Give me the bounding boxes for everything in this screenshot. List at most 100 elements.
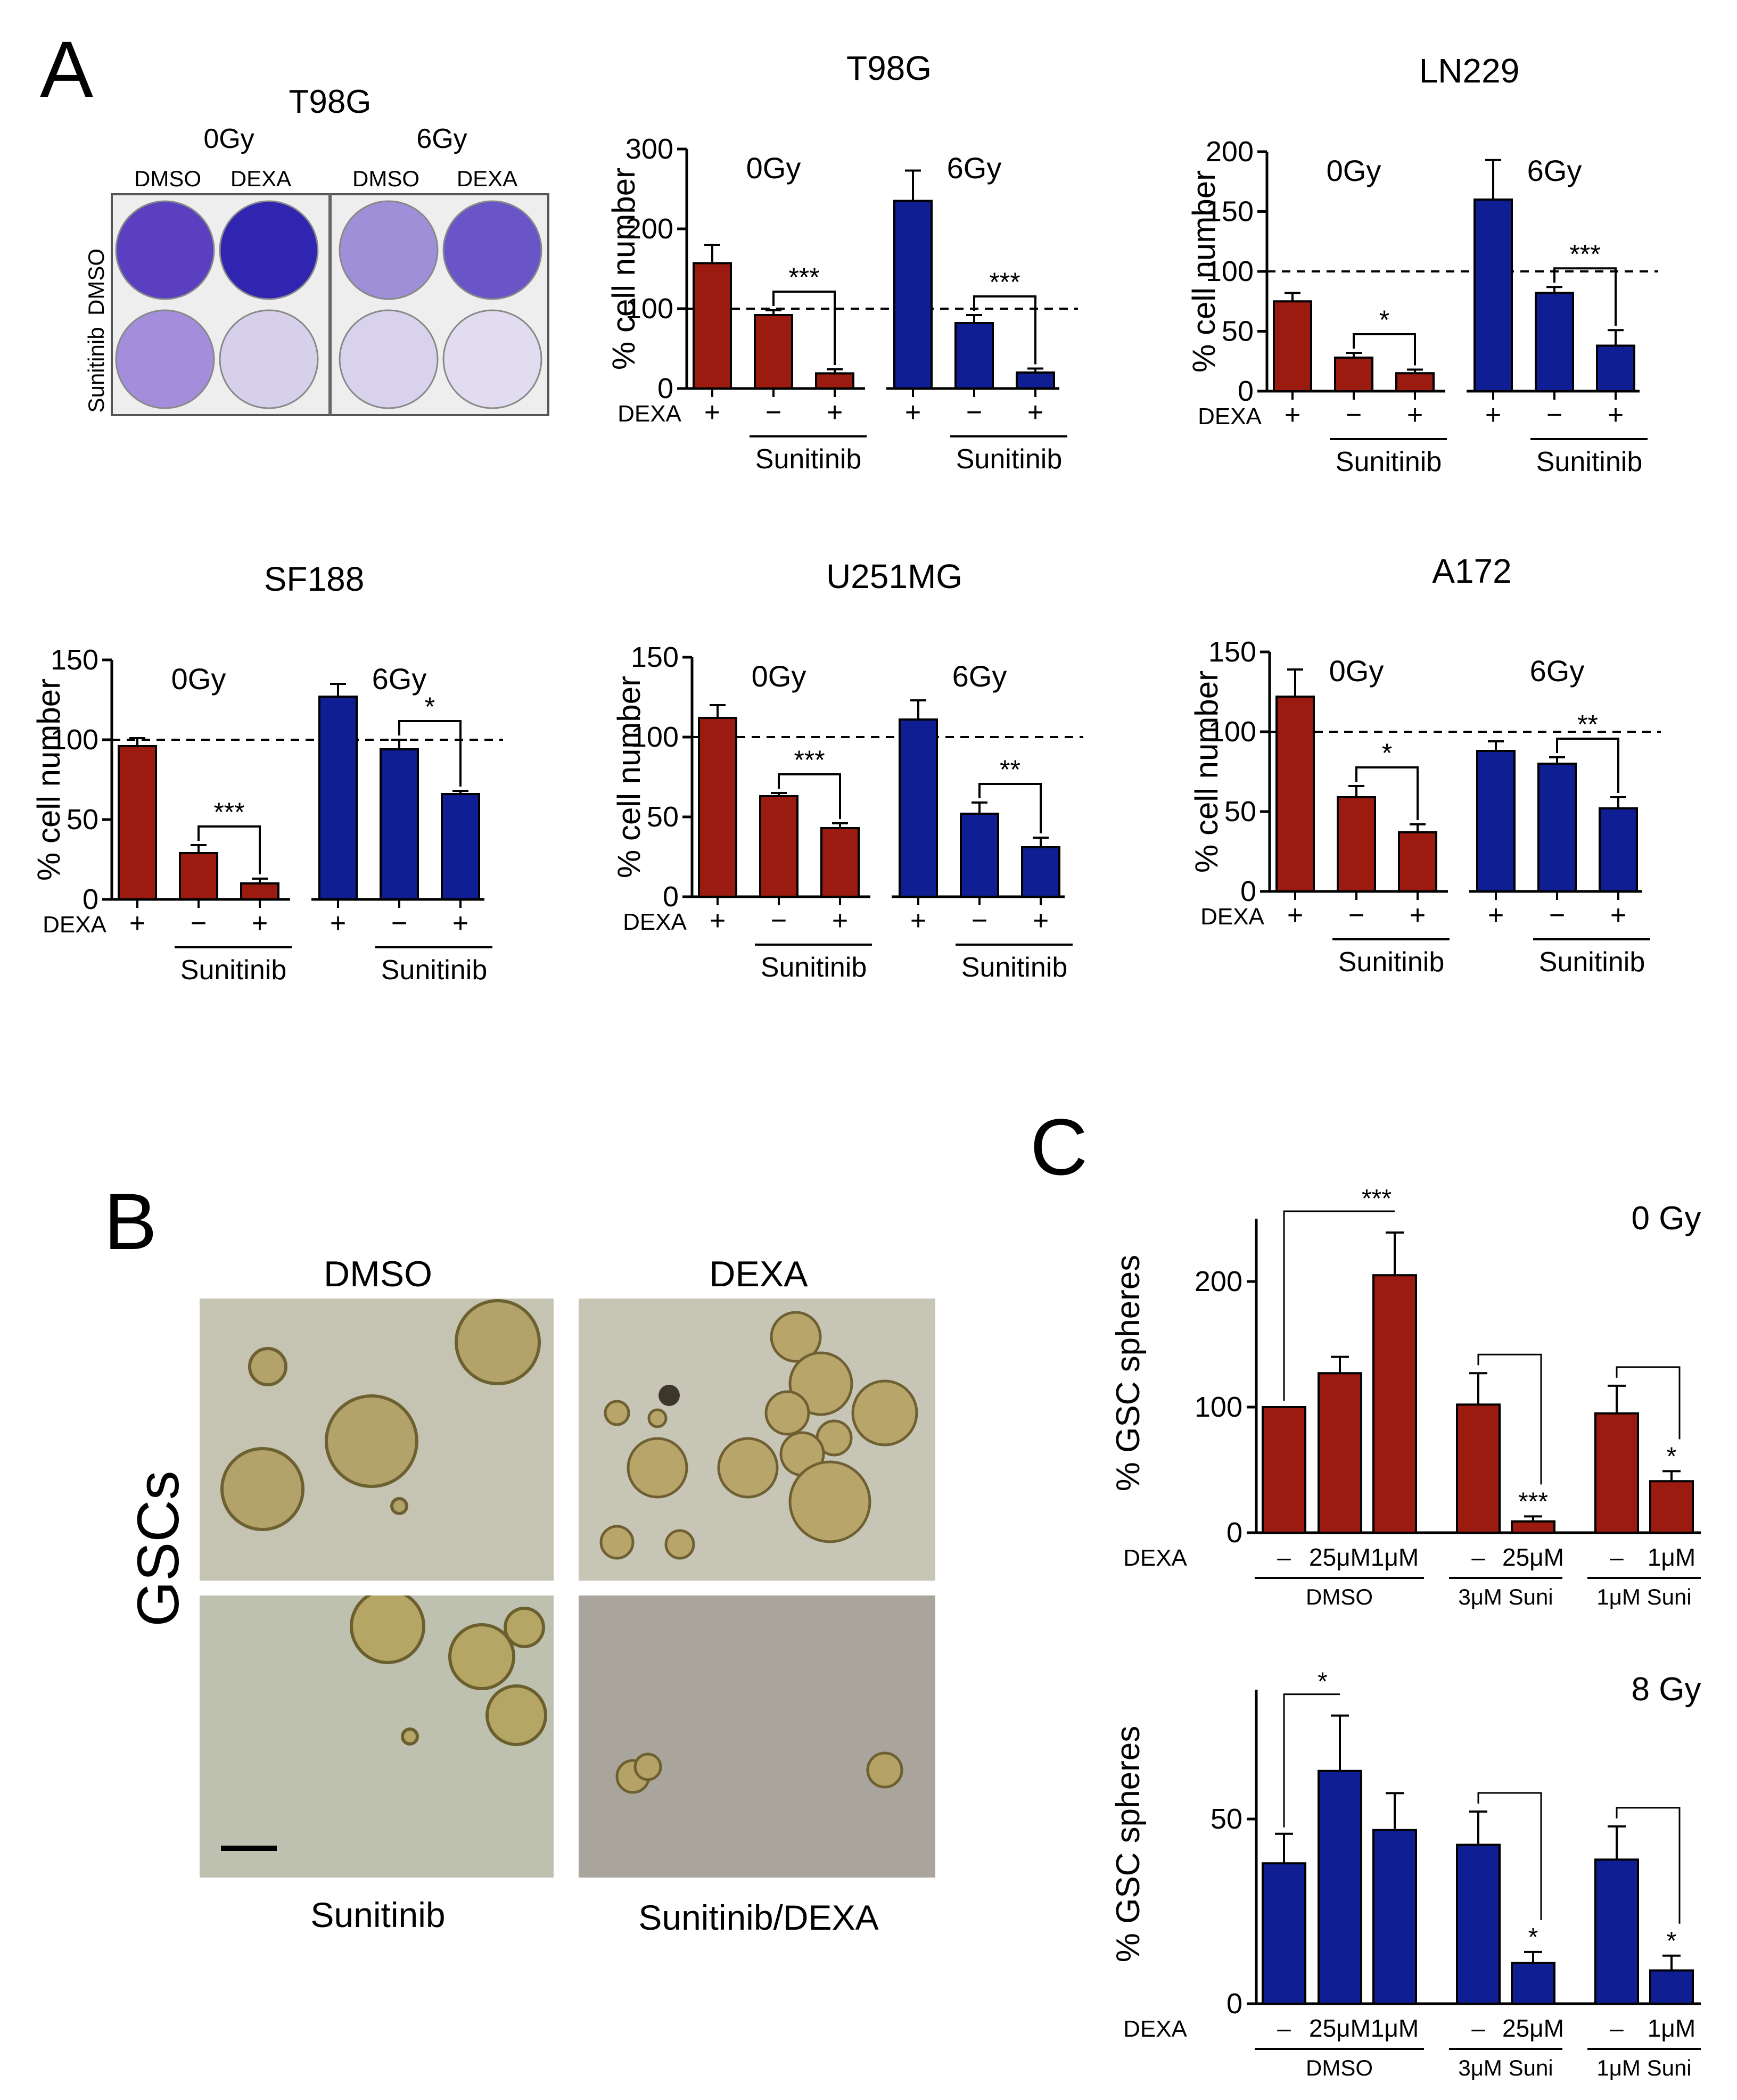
y-tick-label: 100 [51, 724, 98, 756]
bar [1535, 292, 1574, 392]
y-tick-label: 50 [1211, 1803, 1242, 1835]
x-tick-label: + [827, 397, 843, 428]
y-tick-label: 0 [1238, 375, 1254, 407]
plate-row-dmso: DMSO [84, 249, 109, 316]
chart-title: T98G [846, 49, 932, 87]
micrograph-sunitinib-dexa [579, 1595, 935, 1878]
dexa-row-label: DEXA [1123, 2016, 1187, 2042]
significance-label: *** [1569, 239, 1600, 269]
y-tick-label: 150 [1208, 636, 1256, 668]
y-tick-label: 200 [1206, 136, 1254, 168]
significance-bracket [778, 773, 841, 819]
dexa-row-label: DEXA [1123, 1545, 1187, 1571]
bar [1262, 1406, 1306, 1534]
micrograph-sunitinib [200, 1595, 554, 1878]
bar [1395, 372, 1435, 392]
plate-col-dexa-1: DEXA [230, 166, 291, 191]
treatment-label: Sunitinib [755, 444, 861, 475]
bar [1318, 1372, 1362, 1534]
y-tick-label: 150 [51, 644, 98, 676]
micrograph-dmso [200, 1299, 554, 1581]
bar [1456, 1403, 1501, 1534]
significance-label: ** [1577, 709, 1598, 739]
x-tick-label: – [1471, 2014, 1485, 2042]
significance-label: * [1382, 738, 1392, 768]
well-dmso-6gy-dexa [442, 200, 542, 300]
y-tick-label: 100 [625, 293, 673, 325]
y-tick-label: 0 [1240, 875, 1256, 907]
bar [1599, 807, 1638, 892]
x-tick-label: − [1346, 400, 1362, 431]
bar [179, 852, 218, 900]
bar [1337, 796, 1376, 892]
x-tick-label: – [1277, 1543, 1291, 1571]
x-tick-label: + [1410, 900, 1426, 931]
group-label: 1μM Suni [1596, 1584, 1691, 1609]
y-tick-label: 50 [67, 804, 98, 836]
x-tick-label: − [391, 908, 407, 939]
y-axis-label: % cell number [1189, 671, 1224, 873]
well-suni-6gy-dmso [339, 309, 439, 409]
significance-label: * [1667, 1442, 1677, 1470]
bar [893, 200, 933, 390]
significance-label: *** [788, 262, 819, 292]
group-label: 3μM Suni [1458, 2055, 1553, 2080]
well-suni-0gy-dexa [219, 309, 319, 409]
bar [954, 322, 994, 390]
bar [693, 262, 732, 390]
plate-col-dexa-2: DEXA [457, 166, 517, 191]
x-tick-label: 1μM [1371, 1543, 1419, 1571]
significance-bracket [1355, 766, 1419, 820]
y-axis-label: % cell number [611, 676, 647, 878]
y-tick-label: 100 [1208, 716, 1256, 748]
panel-letter-a: A [40, 24, 94, 114]
plate-title: T98G [289, 84, 371, 120]
treatment-label: Sunitinib [956, 444, 1062, 475]
significance-label: *** [213, 797, 244, 827]
group-label: 0Gy [1329, 654, 1384, 688]
bar [1511, 1520, 1555, 1534]
plate-row-sunitinib: Sunitinib [84, 327, 109, 412]
plate-dose-6: 6Gy [416, 123, 467, 154]
well-dmso-0gy-dexa [219, 200, 319, 300]
bar [1649, 1480, 1694, 1534]
significance-label: * [1528, 1923, 1538, 1952]
y-tick-label: 100 [1195, 1391, 1242, 1423]
chart-t98g: T98G % cell number 0 100 200 300 0Gy + − + *** Suni… [606, 49, 1078, 475]
x-tick-label: + [1027, 397, 1043, 428]
significance-bracket [1616, 1807, 1681, 1924]
y-tick-label: 150 [1206, 196, 1254, 228]
significance-label: *** [794, 745, 825, 775]
bar [815, 372, 854, 390]
y-tick-label: 50 [647, 801, 679, 833]
significance-label: * [425, 692, 435, 722]
x-tick-label: – [1471, 1543, 1485, 1571]
x-tick-label: + [832, 905, 848, 936]
plate-figure: T98G 0Gy 6Gy DMSO DEXA DMSO DEXA DMSO Su… [84, 84, 549, 416]
significance-bracket [398, 720, 462, 787]
x-tick-label: – [1277, 2014, 1291, 2042]
micrograph-dexa [579, 1299, 935, 1581]
x-tick-label: + [1610, 900, 1626, 931]
well-suni-0gy-dmso [115, 309, 215, 409]
significance-bracket [978, 783, 1042, 833]
group-label: 6Gy [952, 659, 1007, 693]
bar [1537, 763, 1577, 892]
x-tick-label: 25μM [1309, 1543, 1371, 1571]
x-tick-label: 1μM [1648, 1543, 1695, 1571]
bar [441, 793, 480, 900]
bar [960, 813, 999, 898]
bar [318, 696, 358, 900]
y-axis-label: % cell number [31, 679, 67, 881]
panel-letter-b: B [104, 1177, 158, 1266]
chart-title: 0 Gy [1632, 1200, 1701, 1237]
y-tick-label: 50 [1224, 796, 1256, 828]
x-tick-label: − [1546, 400, 1562, 431]
x-tick-label: + [1285, 400, 1300, 431]
x-tick-label: − [1348, 900, 1364, 931]
significance-label: ** [1000, 755, 1020, 784]
y-tick-label: 0 [663, 881, 679, 913]
bar [1318, 1770, 1362, 2005]
significance-bracket [1553, 267, 1617, 326]
